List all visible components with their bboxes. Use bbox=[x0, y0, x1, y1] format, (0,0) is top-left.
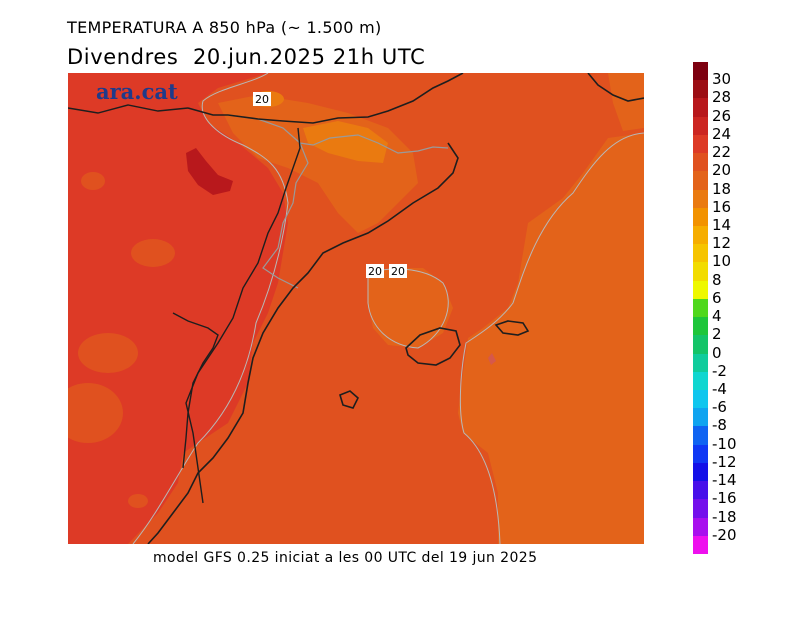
colorbar-tick-label: 14 bbox=[712, 216, 732, 234]
colorbar-segment bbox=[693, 481, 708, 500]
colorbar-segment bbox=[693, 80, 708, 99]
coastline-catalonia bbox=[147, 142, 459, 544]
colorbar-segment bbox=[693, 317, 708, 336]
colorbar-tick-label: 10 bbox=[712, 252, 732, 271]
temperature-colorbar bbox=[693, 62, 708, 555]
colorbar-segment bbox=[693, 426, 708, 446]
colorbar-segment bbox=[693, 207, 708, 227]
colorbar-tick-label: 18 bbox=[712, 179, 732, 198]
colorbar-tick-label: -4 bbox=[712, 380, 727, 398]
coastline-france bbox=[187, 73, 464, 124]
band-20-22-blob bbox=[68, 383, 123, 443]
colorbar-segment bbox=[693, 62, 708, 81]
colorbar-tick-label: 24 bbox=[712, 124, 732, 143]
band-20-22-blob bbox=[78, 333, 138, 373]
colorbar-segment bbox=[693, 262, 708, 282]
isotherm-20 bbox=[132, 73, 289, 544]
colorbar-segment bbox=[693, 189, 708, 209]
colorbar-segment bbox=[693, 353, 708, 373]
colorbar-segment bbox=[693, 462, 708, 482]
colorbar-tick-label: 28 bbox=[712, 88, 732, 107]
island-menorca bbox=[494, 320, 530, 336]
chart-subtitle-date: Divendres 20.jun.2025 21h UTC bbox=[67, 45, 426, 69]
colorbar-tick-label: 30 bbox=[712, 70, 732, 89]
border-inland bbox=[185, 127, 301, 504]
colorbar-segment bbox=[693, 408, 708, 427]
colorbar-segment bbox=[693, 535, 708, 555]
band-24-26 bbox=[186, 148, 233, 195]
colorbar-segment bbox=[693, 226, 708, 245]
band-18-20-islands bbox=[368, 268, 453, 348]
island-ibiza bbox=[339, 390, 359, 409]
colorbar-segment bbox=[693, 335, 708, 355]
border-west bbox=[68, 104, 189, 114]
coastline-gulf bbox=[587, 73, 644, 102]
colorbar-segment bbox=[693, 390, 708, 409]
colorbar-tick-label: 16 bbox=[712, 197, 732, 216]
band-18-20-ne bbox=[608, 73, 644, 131]
colorbar-tick-label: -18 bbox=[712, 507, 737, 526]
band-20-22-blob bbox=[81, 172, 105, 190]
island-mallorca bbox=[405, 327, 461, 366]
isotherm-20b bbox=[459, 132, 644, 544]
colorbar-tick-label: 20 bbox=[712, 161, 732, 180]
band-18-20 bbox=[458, 133, 644, 544]
band-16-18 bbox=[303, 121, 388, 163]
svg-text:20: 20 bbox=[368, 265, 382, 278]
colorbar-segment bbox=[693, 116, 708, 136]
colorbar-tick-label: -2 bbox=[712, 361, 727, 380]
colorbar-segment bbox=[693, 517, 708, 537]
colorbar-tick-label: -12 bbox=[712, 452, 737, 471]
colorbar-tick-label: 0 bbox=[712, 343, 722, 362]
colorbar-tick-label: 22 bbox=[712, 143, 732, 162]
border-aragon-catalonia bbox=[262, 142, 309, 289]
model-footnote: model GFS 0.25 iniciat a les 00 UTC del … bbox=[153, 550, 538, 566]
svg-text:20: 20 bbox=[255, 93, 269, 106]
colorbar-tick-label: 2 bbox=[712, 325, 722, 344]
island-cabrera bbox=[488, 353, 496, 365]
chart-title: TEMPERATURA A 850 hPa (~ 1.500 m) bbox=[67, 18, 382, 37]
colorbar-segment bbox=[693, 244, 708, 263]
colorbar-segment bbox=[693, 280, 708, 300]
colorbar-tick-label: -8 bbox=[712, 416, 727, 435]
band-20-22-blob bbox=[128, 494, 148, 508]
colorbar-segment bbox=[693, 134, 708, 154]
colorbar-tick-label: -10 bbox=[712, 434, 737, 453]
border-france-spain bbox=[227, 114, 449, 154]
contour-label: 20 bbox=[253, 92, 271, 106]
watermark-logo: ara.cat bbox=[96, 79, 178, 104]
colorbar-segment bbox=[693, 171, 708, 191]
colorbar-segment bbox=[693, 298, 708, 318]
colorbar-segment bbox=[693, 371, 708, 391]
colorbar-tick-label: -20 bbox=[712, 525, 737, 544]
colorbar-segment bbox=[693, 444, 708, 464]
contour-label: 20 bbox=[366, 264, 384, 278]
colorbar-tick-label: -6 bbox=[712, 398, 727, 417]
colorbar-tick-label: -16 bbox=[712, 489, 737, 508]
contour-label: 20 bbox=[389, 264, 407, 278]
svg-text:20: 20 bbox=[391, 265, 405, 278]
colorbar-tick-label: 4 bbox=[712, 307, 722, 326]
temperature-map: ara.cat 20 20 20 bbox=[68, 73, 644, 544]
colorbar-tick-label: 8 bbox=[712, 270, 722, 289]
colorbar-tick-label: 6 bbox=[712, 288, 722, 307]
colorbar-segment bbox=[693, 98, 708, 118]
band-20-22-blob bbox=[131, 239, 175, 267]
colorbar-segment bbox=[693, 153, 708, 172]
colorbar-tick-label: 12 bbox=[712, 234, 732, 253]
colorbar-segment bbox=[693, 499, 708, 519]
colorbar-tick-label: -14 bbox=[712, 471, 737, 490]
colorbar-tick-label: 26 bbox=[712, 106, 732, 125]
border-southwest bbox=[172, 312, 219, 469]
